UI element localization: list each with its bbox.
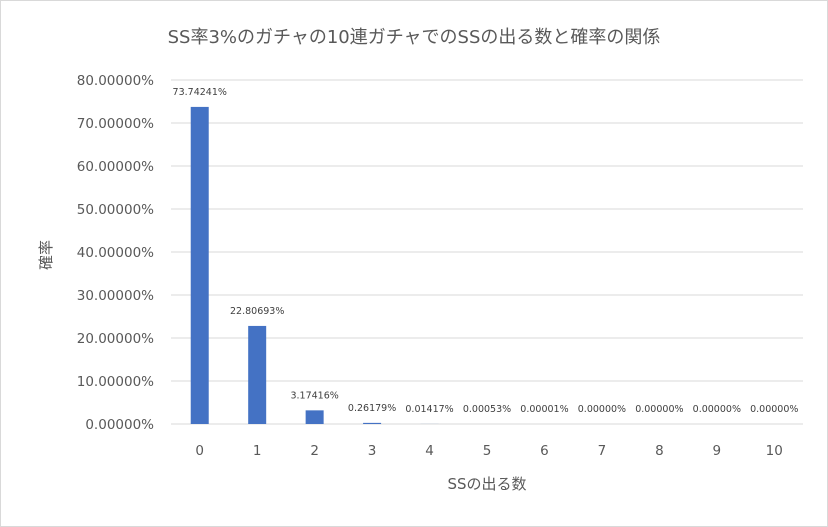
data-labels: 73.74241% 22.80693% 3.17416% 0.26179% 0.0141… [173, 87, 799, 415]
y-tick-label: 10.00000% [77, 374, 154, 390]
bar [305, 410, 324, 424]
y-tick-label: 80.00000% [77, 73, 154, 89]
bar [363, 422, 382, 424]
y-tick-label: 0.00000% [85, 417, 154, 433]
x-tick-label: 7 [598, 443, 607, 459]
bars [190, 106, 554, 424]
x-tick-label: 4 [425, 443, 434, 459]
y-tick-label: 40.00000% [77, 245, 154, 261]
y-tick-label: 50.00000% [77, 202, 154, 218]
data-label: 0.00053% [463, 404, 511, 415]
y-axis-title: 確率 [37, 240, 55, 270]
data-label: 3.17416% [290, 390, 338, 401]
y-tick-label: 20.00000% [77, 331, 154, 347]
y-tick-label: 60.00000% [77, 159, 154, 175]
x-axis-ticks: 0 1 2 3 4 5 6 7 8 9 10 [195, 443, 782, 459]
y-tick-label: 30.00000% [77, 288, 154, 304]
data-label: 0.00000% [693, 404, 741, 415]
x-tick-label: 6 [540, 443, 549, 459]
x-tick-label: 2 [310, 443, 319, 459]
bar [190, 106, 209, 424]
data-label: 22.80693% [230, 306, 284, 317]
data-label: 0.26179% [348, 403, 396, 414]
gridlines [171, 79, 803, 425]
data-label: 0.00001% [520, 404, 568, 415]
x-axis-title: SSの出る数 [447, 475, 526, 493]
x-tick-label: 8 [655, 443, 664, 459]
data-label: 0.01417% [405, 404, 453, 415]
y-tick-label: 70.00000% [77, 116, 154, 132]
y-axis-ticks: 0.00000% 10.00000% 20.00000% 30.00000% 40.00… [77, 73, 154, 433]
data-label: 0.00000% [635, 404, 683, 415]
data-label: 0.00000% [750, 404, 798, 415]
chart-title: SS率3%のガチャの10連ガチャでのSSの出る数と確率の関係 [168, 27, 661, 48]
x-tick-label: 5 [483, 443, 492, 459]
bar [248, 325, 267, 424]
x-tick-label: 0 [195, 443, 204, 459]
x-tick-label: 9 [713, 443, 722, 459]
data-label: 73.74241% [173, 87, 227, 98]
x-tick-label: 3 [368, 443, 377, 459]
x-tick-label: 1 [253, 443, 262, 459]
x-tick-label: 10 [766, 443, 783, 459]
data-label: 0.00000% [578, 404, 626, 415]
